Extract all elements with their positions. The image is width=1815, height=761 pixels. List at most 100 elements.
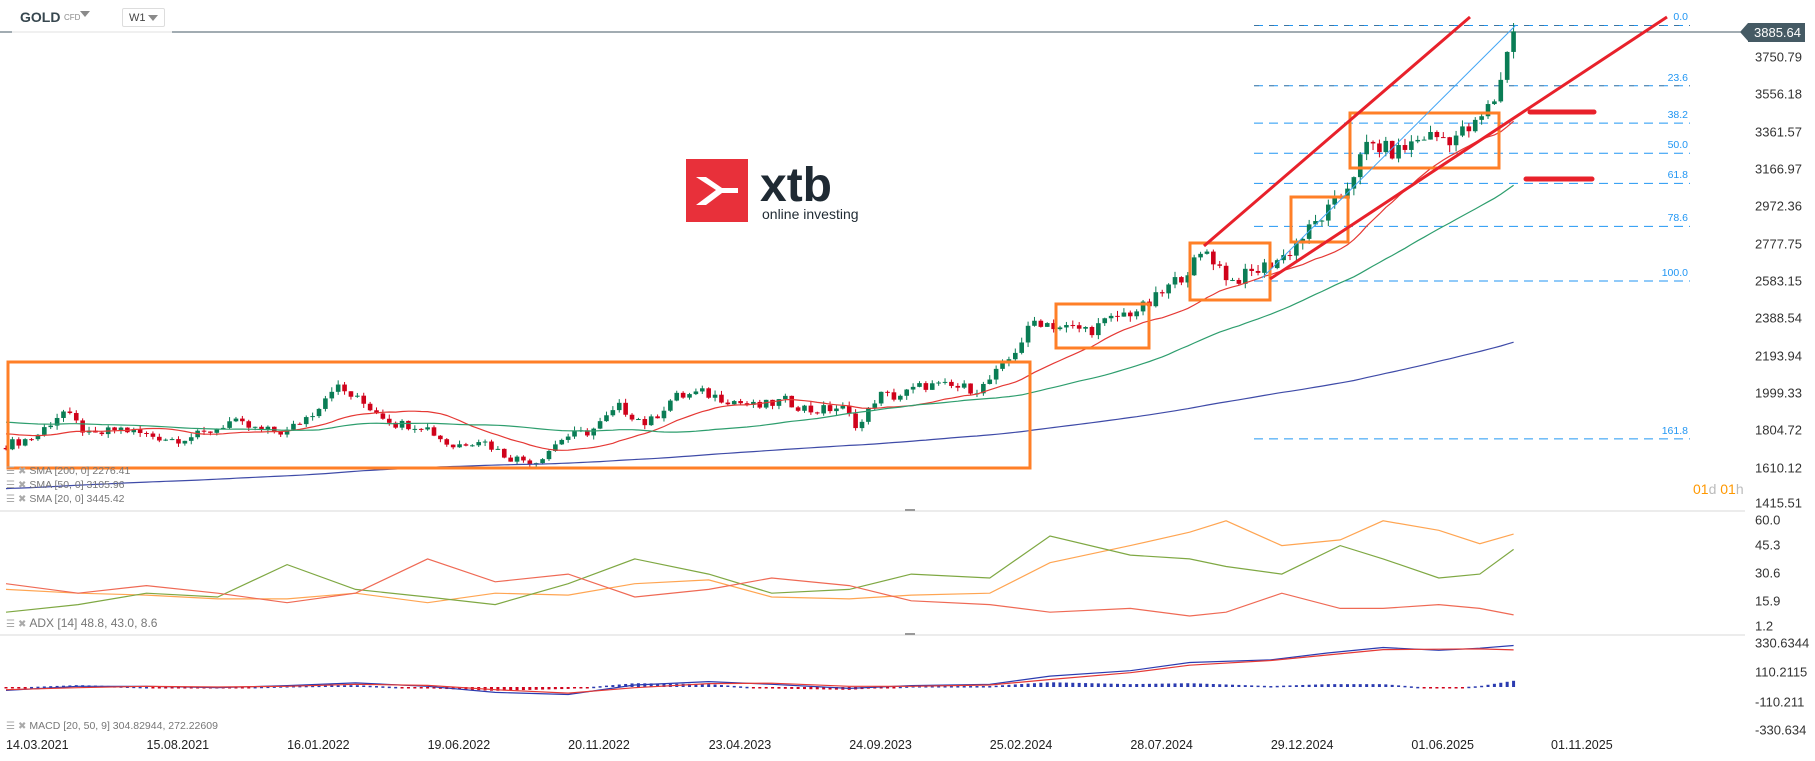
- candle-body: [169, 439, 175, 441]
- macd-histogram-bar: [496, 686, 500, 691]
- macd-histogram-bar: [1352, 684, 1356, 687]
- macd-histogram-bar: [937, 686, 941, 688]
- macd-histogram-bar: [1077, 682, 1081, 687]
- menu-icon[interactable]: ☰: [6, 619, 15, 630]
- candle-body: [572, 430, 577, 437]
- symbol-dropdown-icon[interactable]: [80, 11, 90, 17]
- macd-histogram-bar: [1186, 683, 1190, 687]
- candle-body: [1172, 277, 1178, 285]
- macd-histogram-bar: [323, 685, 327, 688]
- legend-adx[interactable]: ☰ ✖ ADX [14] 48.8, 43.0, 8.6: [6, 616, 158, 630]
- macd-histogram-bar: [1128, 684, 1132, 687]
- candle-body: [1492, 101, 1497, 105]
- macd-histogram-bar: [400, 686, 404, 689]
- macd-histogram-bar: [42, 686, 46, 688]
- chevron-down-icon: [148, 15, 158, 21]
- price-axis-label: 3556.18: [1755, 86, 1802, 102]
- consolidation-box[interactable]: [1348, 111, 1501, 170]
- xtb-logo: xtb online investing: [686, 159, 876, 230]
- legend-sma200[interactable]: ☰ ✖ SMA [200, 0] 2276.41: [6, 465, 131, 477]
- candle-body: [431, 427, 437, 436]
- logo-brand: xtb: [760, 159, 832, 212]
- fib-trend-line[interactable]: [1261, 24, 1517, 279]
- macd-histogram-bar: [700, 684, 704, 687]
- candle-body: [1389, 140, 1395, 159]
- fibonacci-retracement[interactable]: [1254, 24, 1690, 440]
- menu-icon[interactable]: ☰: [6, 480, 15, 491]
- candle-body: [546, 450, 552, 460]
- candle-body: [1370, 141, 1376, 144]
- candle-body: [1025, 325, 1031, 343]
- price-axis-label: 2388.54: [1755, 310, 1802, 326]
- macd-histogram-bar: [23, 686, 27, 689]
- candle-body: [1134, 311, 1139, 317]
- macd-histogram-bar: [426, 686, 430, 689]
- legend-sma50[interactable]: ☰ ✖ SMA [50, 0] 3105.96: [6, 479, 125, 491]
- macd-histogram-bar: [975, 686, 979, 688]
- candle-body: [393, 422, 398, 428]
- date-axis-label: 20.11.2022: [568, 738, 630, 752]
- candle-body: [42, 427, 47, 435]
- legend-macd[interactable]: ☰ ✖ MACD [20, 50, 9] 304.82944, 272.22609: [6, 720, 218, 732]
- macd-histogram-bar: [949, 686, 953, 688]
- candle-body: [604, 415, 609, 422]
- candle-body: [16, 439, 22, 446]
- candle-body: [323, 398, 328, 409]
- candle-body: [1211, 251, 1216, 265]
- macd-axis-label: 330.6344: [1755, 635, 1810, 651]
- consolidation-box[interactable]: [1289, 195, 1350, 244]
- plus-di-line: [5, 535, 1514, 613]
- consolidation-box[interactable]: [1188, 241, 1272, 302]
- macd-histogram-bar: [956, 686, 960, 688]
- macd-histogram-bar: [1460, 686, 1464, 689]
- close-icon[interactable]: ✖: [17, 721, 27, 732]
- candle-body: [1434, 131, 1440, 138]
- macd-histogram-bar: [458, 686, 462, 690]
- macd-histogram-bar: [1262, 685, 1266, 688]
- candle-body: [1332, 196, 1338, 205]
- candle-body: [1472, 119, 1478, 132]
- timeframe-select[interactable]: W1: [122, 8, 165, 27]
- macd-histogram-bar: [1199, 683, 1203, 687]
- candle-body: [981, 383, 986, 394]
- consolidation-box[interactable]: [1054, 302, 1151, 350]
- candle-body: [1198, 253, 1203, 258]
- candle-body: [597, 421, 603, 429]
- macd-histogram-bar: [381, 686, 385, 688]
- candle-body: [1032, 320, 1037, 326]
- macd-histogram-bar: [1345, 684, 1349, 687]
- macd-histogram-bar: [1173, 683, 1177, 687]
- menu-icon[interactable]: ☰: [6, 494, 15, 505]
- candle-body: [1242, 268, 1248, 284]
- candle-body: [80, 420, 85, 433]
- close-icon[interactable]: ✖: [17, 480, 27, 491]
- menu-icon[interactable]: ☰: [6, 721, 15, 732]
- candle-body: [1294, 243, 1299, 256]
- menu-icon[interactable]: ☰: [6, 466, 15, 477]
- legend-sma20[interactable]: ☰ ✖ SMA [20, 0] 3445.42: [6, 493, 125, 505]
- candle-body: [1441, 137, 1446, 139]
- candle-body: [1274, 260, 1280, 269]
- candle-body: [278, 431, 283, 435]
- candle-body: [310, 416, 315, 418]
- lower-trendline[interactable]: [1269, 15, 1668, 281]
- macd-histogram-bar: [55, 685, 59, 688]
- candle-body: [54, 417, 60, 426]
- close-icon[interactable]: ✖: [17, 494, 27, 505]
- consolidation-box[interactable]: [6, 360, 1032, 470]
- candle-body: [1415, 139, 1421, 142]
- symbol-name[interactable]: GOLD: [20, 9, 61, 25]
- close-icon[interactable]: ✖: [17, 466, 27, 477]
- macd-histogram-bar: [336, 685, 340, 687]
- macd-histogram-bar: [375, 686, 379, 688]
- candle-body: [846, 405, 852, 414]
- candle-body: [776, 399, 782, 406]
- close-icon[interactable]: ✖: [17, 619, 27, 630]
- candle-body: [348, 391, 354, 397]
- macd-histogram-bar: [10, 686, 14, 689]
- macd-signal-line: [5, 648, 1514, 694]
- upper-trendline[interactable]: [1203, 15, 1471, 248]
- candle-body: [565, 436, 571, 440]
- annotations[interactable]: [6, 15, 1668, 470]
